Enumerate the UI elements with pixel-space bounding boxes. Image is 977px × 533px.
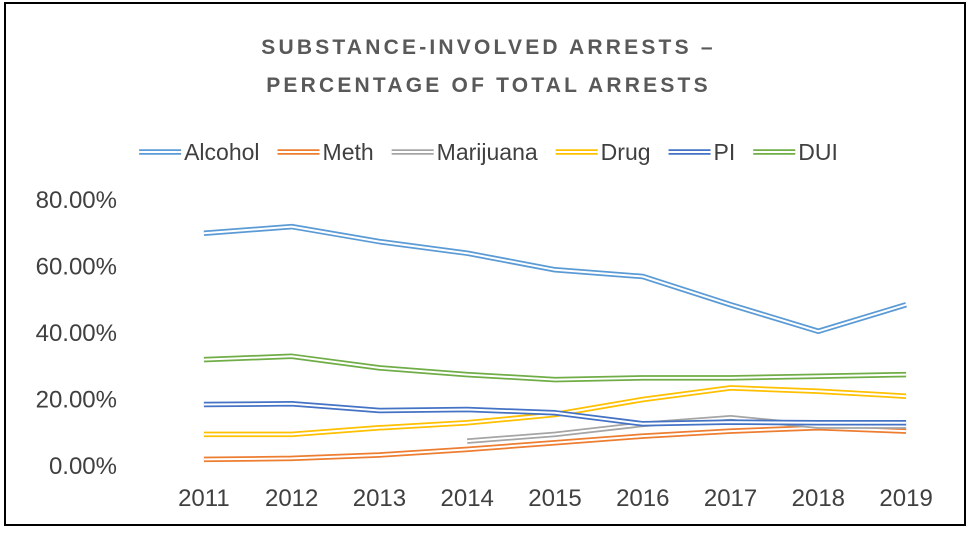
legend-label: DUI — [798, 139, 838, 165]
x-tick-label: 2015 — [528, 485, 581, 512]
legend-item-pi: PI — [668, 139, 736, 165]
chart-title-line-1: SUBSTANCE-INVOLVED ARRESTS – — [261, 36, 716, 59]
y-axis: 0.00% 20.00% 40.00% 60.00% 80.00% — [36, 187, 117, 480]
chart-title-line-2: PERCENTAGE OF TOTAL ARRESTS — [266, 74, 711, 97]
legend-item-alcohol: Alcohol — [139, 139, 260, 165]
x-tick-label: 2016 — [616, 485, 669, 512]
x-tick-label: 2017 — [704, 485, 757, 512]
y-tick-label: 80.00% — [36, 187, 117, 214]
legend-item-drug: Drug — [555, 139, 651, 165]
legend-label: Drug — [601, 139, 651, 165]
x-axis: 2011 2012 2013 2014 2015 2016 2017 2018 2019 — [178, 485, 933, 512]
x-tick-label: 2014 — [441, 485, 494, 512]
y-tick-label: 40.00% — [36, 320, 117, 347]
legend-item-dui: DUI — [753, 139, 838, 165]
x-tick-label: 2019 — [879, 485, 932, 512]
series-line-core-dui — [203, 355, 907, 381]
x-tick-label: 2018 — [792, 485, 845, 512]
y-tick-label: 20.00% — [36, 387, 117, 414]
series-line-alcohol — [203, 223, 907, 335]
legend-label: Alcohol — [184, 139, 259, 165]
x-tick-label: 2011 — [178, 485, 230, 512]
series-dui — [203, 353, 907, 383]
series-pi — [203, 401, 907, 427]
series-meth — [203, 425, 907, 463]
series-line-core-pi — [203, 402, 907, 425]
series-alcohol — [203, 223, 907, 335]
x-tick-label: 2013 — [353, 485, 406, 512]
series-line-core-meth — [203, 426, 907, 461]
legend-item-marijuana: Marijuana — [391, 139, 538, 165]
y-tick-label: 60.00% — [36, 254, 117, 281]
y-tick-label: 0.00% — [49, 453, 117, 480]
legend-label: Marijuana — [437, 139, 538, 165]
legend-item-meth: Meth — [277, 139, 374, 165]
legend: Alcohol Meth Marijuana Drug PI DUI — [139, 139, 838, 165]
series-line-core-alcohol — [203, 225, 907, 333]
legend-label: Meth — [323, 139, 374, 165]
x-tick-label: 2012 — [265, 485, 318, 512]
legend-label: PI — [714, 139, 736, 165]
plot-area — [203, 223, 907, 463]
